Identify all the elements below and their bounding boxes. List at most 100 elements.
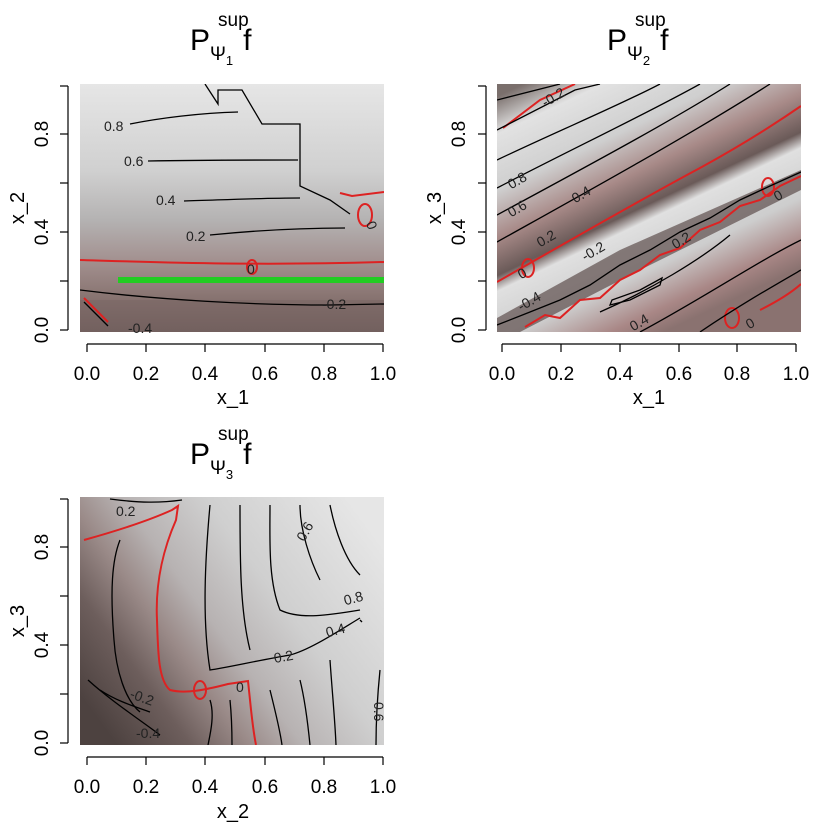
panel-2-zero-ellipse-2 <box>724 307 740 329</box>
panel-3-contour-label-6: -0.2 <box>128 685 156 708</box>
panel-1-contour-m02 <box>80 289 384 306</box>
panel-1-contour-label-0: 0.8 <box>104 118 124 134</box>
panel-1-zero-contour-loop <box>339 191 384 198</box>
panel-2-xtick-2: 0.4 <box>607 364 634 385</box>
panel-1-xtick-3: 0.6 <box>252 364 278 385</box>
panel-3-contour-label-7: -0.4 <box>136 725 160 741</box>
panel-1-contour-label-4: 0 <box>247 261 255 277</box>
panel-1-contour-zigzag <box>204 84 351 215</box>
panel-3-ytick-0: 0.0 <box>32 730 53 756</box>
panel-3-xtick-5: 1.0 <box>370 777 396 798</box>
panel-3-zero-contour-main <box>83 503 257 745</box>
panel-1-zero-ellipse-2 <box>246 259 258 275</box>
panel-1-contour-label-2: 0.4 <box>156 192 176 208</box>
panel-1-title-sub: Ψ <box>210 44 226 65</box>
panel-3-title: PΨ3f <box>190 438 252 482</box>
panel-1-contour-08 <box>129 111 239 125</box>
panel-3-x-ticks <box>86 757 384 765</box>
panel-2-ylabel: x_3 <box>424 192 446 224</box>
panel-2-zero-contour-lower <box>759 283 801 311</box>
panel-1-title: PΨ1f <box>190 24 252 68</box>
panel-2-zero-contour-ridge <box>524 175 801 328</box>
panel-3-contour-label-0: 0.2 <box>116 503 136 519</box>
panel-1-contour-label-1: 0.6 <box>124 153 144 169</box>
panel-1-xtick-5: 1.0 <box>370 364 396 385</box>
panel-2-xtick-0: 0.0 <box>489 364 515 385</box>
panel-1-contour-04 <box>183 197 301 202</box>
panel-1-ytick-1: 0.4 <box>32 218 53 245</box>
panel-3-ytick-2: 0.8 <box>32 534 53 560</box>
panel-2-zero-ellipse-1 <box>521 258 535 278</box>
panel-3-contour-label-2: 0.8 <box>342 588 365 609</box>
panel-3-title-sub: Ψ <box>210 458 226 479</box>
panel-2-title-suffix: f <box>660 24 669 57</box>
panel-1-field <box>80 84 384 332</box>
panel-2-title-sup: sup <box>635 10 666 31</box>
panel-2-contours <box>497 84 801 332</box>
panel-1-title-main: P <box>190 24 210 57</box>
panel-1-contour-06 <box>147 159 299 162</box>
panel-3-zero-ellipse <box>193 680 207 700</box>
panel-3: PΨ3f sup <box>7 424 396 823</box>
panel-2-xlabel: x_1 <box>633 387 665 409</box>
panel-2-x-ticks <box>501 344 797 352</box>
panel-3-title-suffix: f <box>243 438 252 471</box>
panel-3-ytick-1: 0.4 <box>32 631 53 658</box>
panel-3-xtick-2: 0.4 <box>192 777 219 798</box>
panel-2-xtick-5: 1.0 <box>783 364 809 385</box>
panel-2-title-sub: Ψ <box>627 44 643 65</box>
panel-3-xtick-4: 0.8 <box>311 777 337 798</box>
panel-1-title-suffix: f <box>243 24 252 57</box>
panel-1-contour-label-3: 0.2 <box>186 228 206 244</box>
panel-3-contour-label-5: 0 <box>236 679 244 695</box>
panel-1-contour-m04 <box>83 301 109 327</box>
panel-3-contour-label-3: 0.4 <box>324 620 347 641</box>
panel-1-ytick-2: 0.8 <box>32 121 53 147</box>
panel-1-contour-02 <box>209 227 346 236</box>
panel-2-y-ticks <box>478 85 486 331</box>
panel-3-contours <box>87 498 381 745</box>
panel-3-ylabel: x_3 <box>7 605 29 637</box>
panel-1-contour-label-6: -0.4 <box>128 320 152 336</box>
panel-1-title-subsub: 1 <box>226 53 233 68</box>
panel-1-zero-ellipse <box>357 203 373 227</box>
panel-1-y-ticks <box>60 85 68 331</box>
panel-1: PΨ1f sup 0.8 0.6 0.4 0.2 <box>7 10 396 409</box>
panel-1-dark-band <box>80 300 384 332</box>
panel-2-xtick-4: 0.8 <box>724 364 750 385</box>
panel-2-zero-contour-top <box>502 84 576 129</box>
panel-1-contour-label-5: -0.2 <box>322 296 346 312</box>
panel-2-title: PΨ2f <box>607 24 669 68</box>
panel-2-xtick-1: 0.2 <box>548 364 574 385</box>
panel-1-title-sup: sup <box>218 10 249 31</box>
panel-2-zero-contour-upper <box>497 105 801 283</box>
panel-2-ytick-0: 0.0 <box>449 317 470 343</box>
panel-1-ytick-0: 0.0 <box>32 317 53 343</box>
panel-1-x-ticks <box>86 344 384 352</box>
panel-2-ytick-1: 0.4 <box>449 218 470 245</box>
panel-3-xtick-3: 0.6 <box>252 777 278 798</box>
panel-2-zero-ellipse-3 <box>761 177 775 197</box>
panel-1-xtick-2: 0.4 <box>192 364 219 385</box>
panel-2-title-main: P <box>607 24 627 57</box>
panel-3-y-ticks <box>60 498 68 744</box>
panel-1-xlabel: x_1 <box>217 387 249 409</box>
panel-2: PΨ2f sup <box>424 10 809 409</box>
panel-3-xlabel: x_2 <box>217 801 249 823</box>
panel-1-xtick-0: 0.0 <box>74 364 100 385</box>
panel-3-xtick-1: 0.2 <box>133 777 159 798</box>
panel-3-xtick-0: 0.0 <box>74 777 100 798</box>
panel-3-contour-label-8: 0.6 <box>371 702 387 722</box>
panel-3-title-subsub: 3 <box>226 467 233 482</box>
panel-2-ytick-2: 0.8 <box>449 121 470 147</box>
panel-1-xtick-4: 0.8 <box>311 364 337 385</box>
panel-3-title-sup: sup <box>218 424 249 445</box>
panel-2-title-subsub: 2 <box>643 53 650 68</box>
panel-1-ylabel: x_2 <box>7 192 29 224</box>
panel-2-xtick-3: 0.6 <box>666 364 692 385</box>
panel-1-xtick-1: 0.2 <box>133 364 159 385</box>
panel-3-title-main: P <box>190 438 210 471</box>
panel-1-zero-contour <box>80 259 384 265</box>
panel-3-contour-label-4: 0.2 <box>273 647 295 666</box>
